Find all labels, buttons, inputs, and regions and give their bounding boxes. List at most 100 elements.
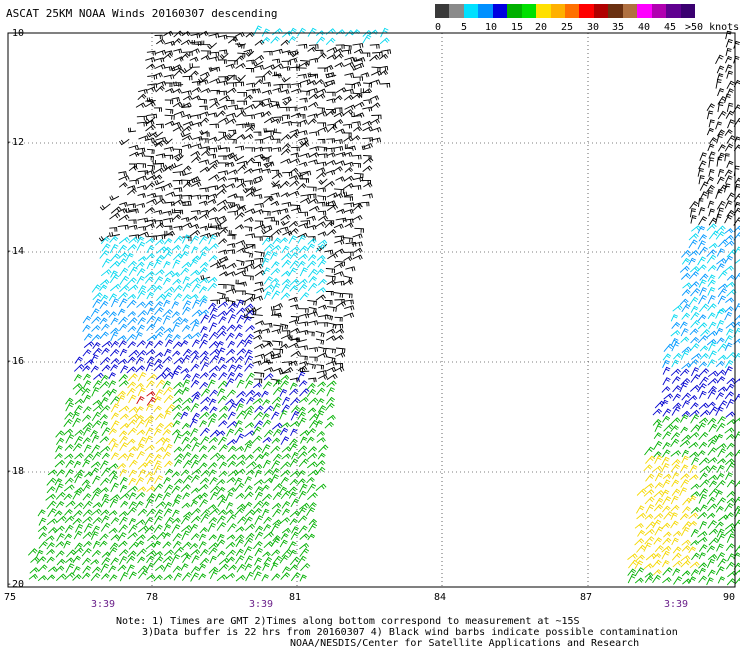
wind-barb (117, 358, 128, 365)
wind-barb (680, 473, 690, 480)
wind-barb (333, 192, 344, 199)
wind-barb (217, 227, 229, 236)
wind-barb (272, 519, 282, 526)
wind-barb (199, 71, 210, 77)
wind-barb (288, 342, 299, 349)
wind-barb (182, 379, 191, 388)
wind-barb (299, 542, 310, 550)
wind-barb (371, 66, 381, 72)
wind-barb (63, 493, 73, 501)
wind-barb (690, 311, 700, 321)
wind-barb (218, 59, 227, 64)
wind-barb (29, 567, 39, 574)
wind-barb (297, 234, 306, 244)
wind-barb (380, 49, 392, 55)
wind-barb (118, 175, 130, 181)
legend-swatch (463, 4, 479, 18)
wind-barb (662, 359, 670, 368)
wind-barb (227, 154, 238, 160)
wind-barb (118, 549, 129, 557)
wind-barb (680, 328, 689, 337)
wind-barb (154, 475, 164, 485)
wind-barb (236, 42, 246, 48)
wind-barb (264, 350, 275, 357)
wind-barb (225, 183, 236, 189)
wind-barb (93, 372, 104, 380)
wind-barb (236, 133, 246, 140)
wind-barb (253, 64, 264, 71)
wind-barb (245, 461, 257, 469)
wind-barb (636, 488, 647, 496)
wind-barb (190, 194, 202, 200)
wind-barb (82, 349, 92, 357)
wind-barb (46, 518, 58, 526)
wind-barb (236, 205, 247, 212)
wind-barb (199, 298, 208, 307)
wind-barb (644, 446, 654, 456)
wind-barb (244, 94, 253, 101)
wind-barb (237, 247, 246, 253)
wind-barb (271, 328, 281, 335)
wind-barb (716, 65, 725, 74)
wind-barb (217, 310, 228, 318)
wind-barb (182, 165, 192, 172)
wind-barb (136, 121, 148, 127)
wind-barb (725, 527, 736, 535)
wind-barb (281, 270, 291, 277)
wind-barb (199, 557, 210, 566)
wind-barb (298, 313, 310, 319)
wind-barb (110, 340, 119, 348)
wind-barb (290, 498, 300, 508)
wind-barb (708, 242, 718, 249)
wind-barb (352, 76, 364, 81)
wind-barb (155, 254, 165, 262)
wind-barb (343, 182, 354, 190)
wind-barb (153, 405, 162, 413)
legend-swatch (536, 4, 552, 18)
wind-barb (174, 194, 183, 200)
wind-barb (333, 48, 343, 54)
wind-barb (190, 150, 201, 157)
wind-barb (653, 432, 662, 440)
wind-barb (246, 122, 255, 127)
wind-barb (108, 388, 118, 397)
wind-barb (72, 490, 82, 500)
wind-barb (299, 61, 310, 67)
wind-barb (236, 410, 247, 419)
wind-barb (190, 277, 201, 285)
wind-barb (207, 276, 218, 284)
wind-barb (154, 195, 163, 200)
wind-barb (707, 447, 717, 456)
wind-barb (182, 451, 192, 461)
legend-label: 10 (485, 22, 498, 33)
wind-barb (162, 492, 172, 501)
wind-barb (271, 209, 282, 215)
wind-barb (191, 555, 200, 564)
wind-barb (690, 215, 697, 224)
wind-barb (254, 547, 263, 557)
wind-barb (291, 451, 299, 460)
wind-barb (727, 119, 735, 129)
wind-barb (316, 107, 325, 113)
wind-barb (690, 319, 700, 328)
wind-barb (734, 246, 740, 255)
wind-barb (724, 143, 734, 152)
wind-barb (226, 420, 238, 429)
wind-barb (254, 486, 263, 494)
wind-barb (235, 279, 244, 285)
wind-barb (290, 572, 301, 582)
wind-barb (128, 517, 137, 526)
wind-barb (279, 539, 288, 548)
wind-barb (182, 201, 192, 206)
wind-barb (101, 389, 112, 397)
wind-barb (173, 56, 184, 62)
wind-barb (92, 516, 102, 525)
wind-barb (281, 404, 291, 413)
wind-barb (317, 126, 328, 133)
wind-barb (262, 508, 270, 517)
wind-barb (82, 500, 93, 510)
wind-barb (716, 337, 725, 344)
wind-barb (717, 152, 725, 161)
wind-barb (137, 486, 147, 492)
wind-barb (164, 114, 175, 120)
